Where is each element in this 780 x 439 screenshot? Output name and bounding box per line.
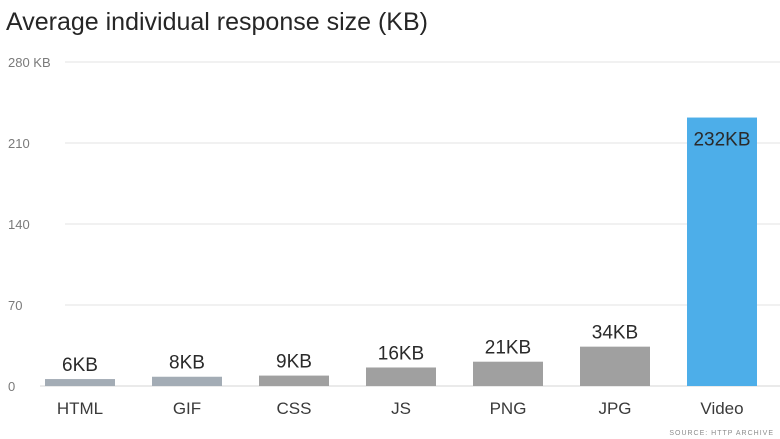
bar-png (473, 361, 543, 386)
bar-css (259, 375, 329, 386)
data-label: 8KB (169, 353, 205, 374)
data-label: 34KB (592, 323, 638, 344)
x-tick-label: PNG (490, 399, 527, 418)
data-label: 9KB (276, 352, 312, 373)
bar-gif (152, 376, 222, 386)
data-label: 21KB (485, 338, 531, 359)
y-tick-label: 70 (8, 298, 22, 313)
data-label: 6KB (62, 355, 98, 376)
x-tick-label: Video (700, 399, 743, 418)
x-tick-label: GIF (173, 399, 201, 418)
chart-title: Average individual response size (KB) (6, 8, 428, 36)
y-tick-label: 280 KB (8, 55, 51, 70)
bar-html (45, 379, 115, 386)
y-tick-label: 0 (8, 379, 15, 394)
x-tick-label: CSS (277, 399, 312, 418)
y-tick-label: 140 (8, 217, 30, 232)
source-note: SOURCE: HTTP ARCHIVE (669, 430, 774, 437)
bar-video (687, 117, 757, 387)
data-label: 232KB (693, 130, 750, 151)
y-tick-label: 210 (8, 136, 30, 151)
x-tick-label: JPG (598, 399, 631, 418)
bar-jpg (580, 346, 650, 386)
x-tick-label: JS (391, 399, 411, 418)
data-label: 16KB (378, 343, 424, 364)
bar-js (366, 367, 436, 386)
x-tick-label: HTML (57, 399, 103, 418)
